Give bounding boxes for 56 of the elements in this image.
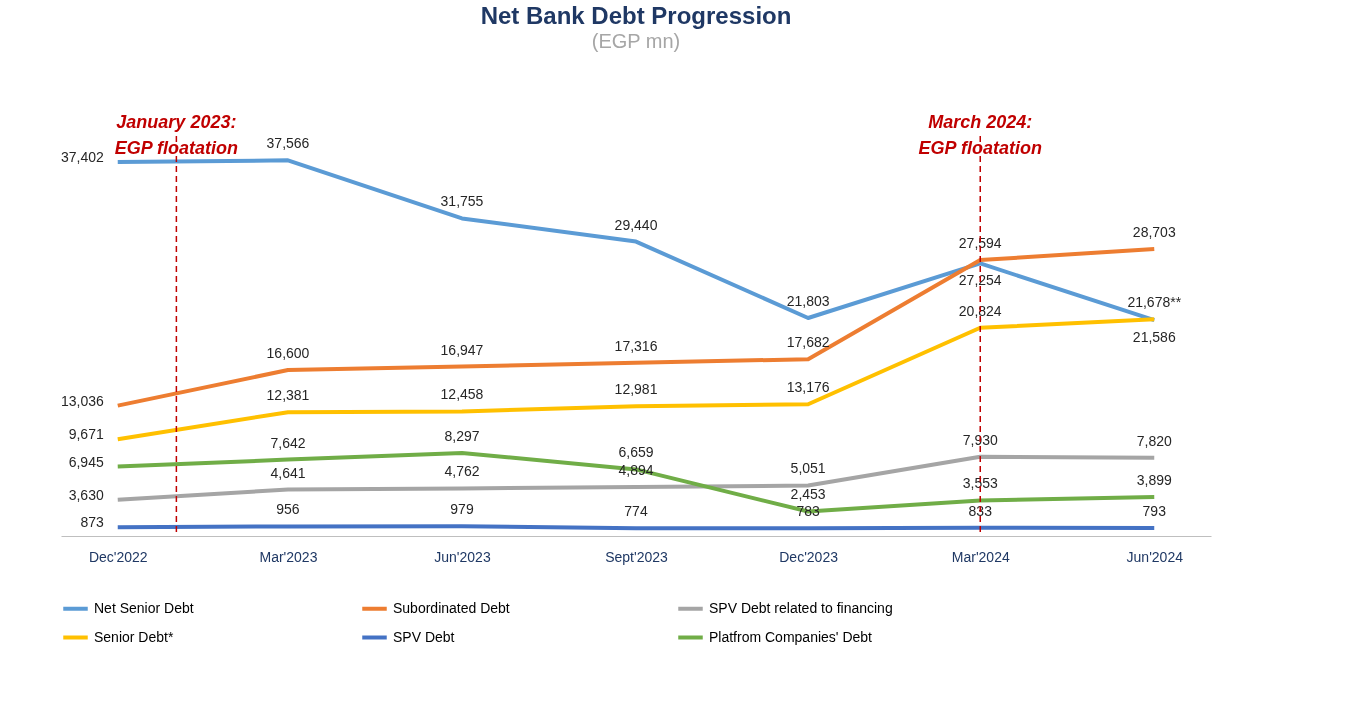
x-tick-label: Jun'2023 xyxy=(434,548,491,565)
data-label: 21,678** xyxy=(1127,294,1182,311)
ref-line-label: January 2023: EGP floatation xyxy=(114,112,239,158)
data-label: 833 xyxy=(968,502,993,519)
data-label: 8,297 xyxy=(444,428,480,445)
data-label: 27,254 xyxy=(958,272,1002,289)
legend-label: Senior Debt* xyxy=(94,628,174,645)
data-label: 4,641 xyxy=(270,464,306,481)
legend-label: SPV Debt xyxy=(393,628,455,645)
data-label: 3,630 xyxy=(68,486,104,503)
data-label: 21,586 xyxy=(1132,329,1176,346)
data-label: 9,671 xyxy=(68,426,104,443)
legend-label: Net Senior Debt xyxy=(94,599,194,616)
data-label: 28,703 xyxy=(1132,223,1176,240)
data-label: 29,440 xyxy=(614,216,658,233)
data-label: 979 xyxy=(450,501,474,518)
data-label: 12,381 xyxy=(266,387,310,404)
data-label: 31,755 xyxy=(440,193,484,210)
x-tick-label: Dec'2022 xyxy=(88,548,148,565)
x-tick-label: Mar'2023 xyxy=(259,548,318,565)
legend-label: Subordinated Debt xyxy=(393,599,510,616)
x-tick-label: Jun'2024 xyxy=(1126,548,1184,565)
data-label: 20,824 xyxy=(958,302,1002,319)
ref-line-label: March 2024: EGP floatation xyxy=(918,112,1042,158)
x-tick-label: Mar'2024 xyxy=(951,548,1010,565)
data-label: 6,659 xyxy=(618,444,654,461)
data-label: 12,458 xyxy=(440,386,484,403)
data-label: 7,820 xyxy=(1136,432,1172,449)
data-label: 16,600 xyxy=(266,345,310,361)
data-label: 873 xyxy=(80,514,104,531)
data-label: 37,402 xyxy=(60,148,104,165)
data-label: 16,947 xyxy=(440,341,484,358)
data-label: 27,594 xyxy=(958,235,1002,252)
data-label: 37,566 xyxy=(266,135,310,152)
data-label: 956 xyxy=(276,501,300,518)
data-label: 7,642 xyxy=(270,434,306,451)
data-label: 17,316 xyxy=(614,337,658,354)
data-label: 13,176 xyxy=(786,379,830,396)
x-tick-label: Sept'2023 xyxy=(605,548,669,565)
legend-label: Platfrom Companies' Debt xyxy=(709,628,873,645)
chart-title: Net Bank Debt Progression xyxy=(480,2,792,29)
data-label: 3,553 xyxy=(962,475,998,492)
data-label: 13,036 xyxy=(60,392,104,409)
data-label: 3,899 xyxy=(1136,472,1172,489)
data-label: 793 xyxy=(1142,503,1167,520)
data-label: 17,682 xyxy=(786,334,830,351)
data-label: 5,051 xyxy=(790,460,826,477)
data-label: 6,945 xyxy=(68,453,104,470)
x-tick-label: Dec'2023 xyxy=(779,548,839,565)
data-label: 12,981 xyxy=(614,381,658,398)
data-label: 4,762 xyxy=(444,463,480,480)
data-label: 774 xyxy=(624,503,648,520)
data-label: 2,453 xyxy=(790,486,826,503)
data-label: 21,803 xyxy=(786,292,830,309)
chart-subtitle: (EGP mn) xyxy=(591,30,681,52)
legend-label: SPV Debt related to financing xyxy=(709,599,893,616)
